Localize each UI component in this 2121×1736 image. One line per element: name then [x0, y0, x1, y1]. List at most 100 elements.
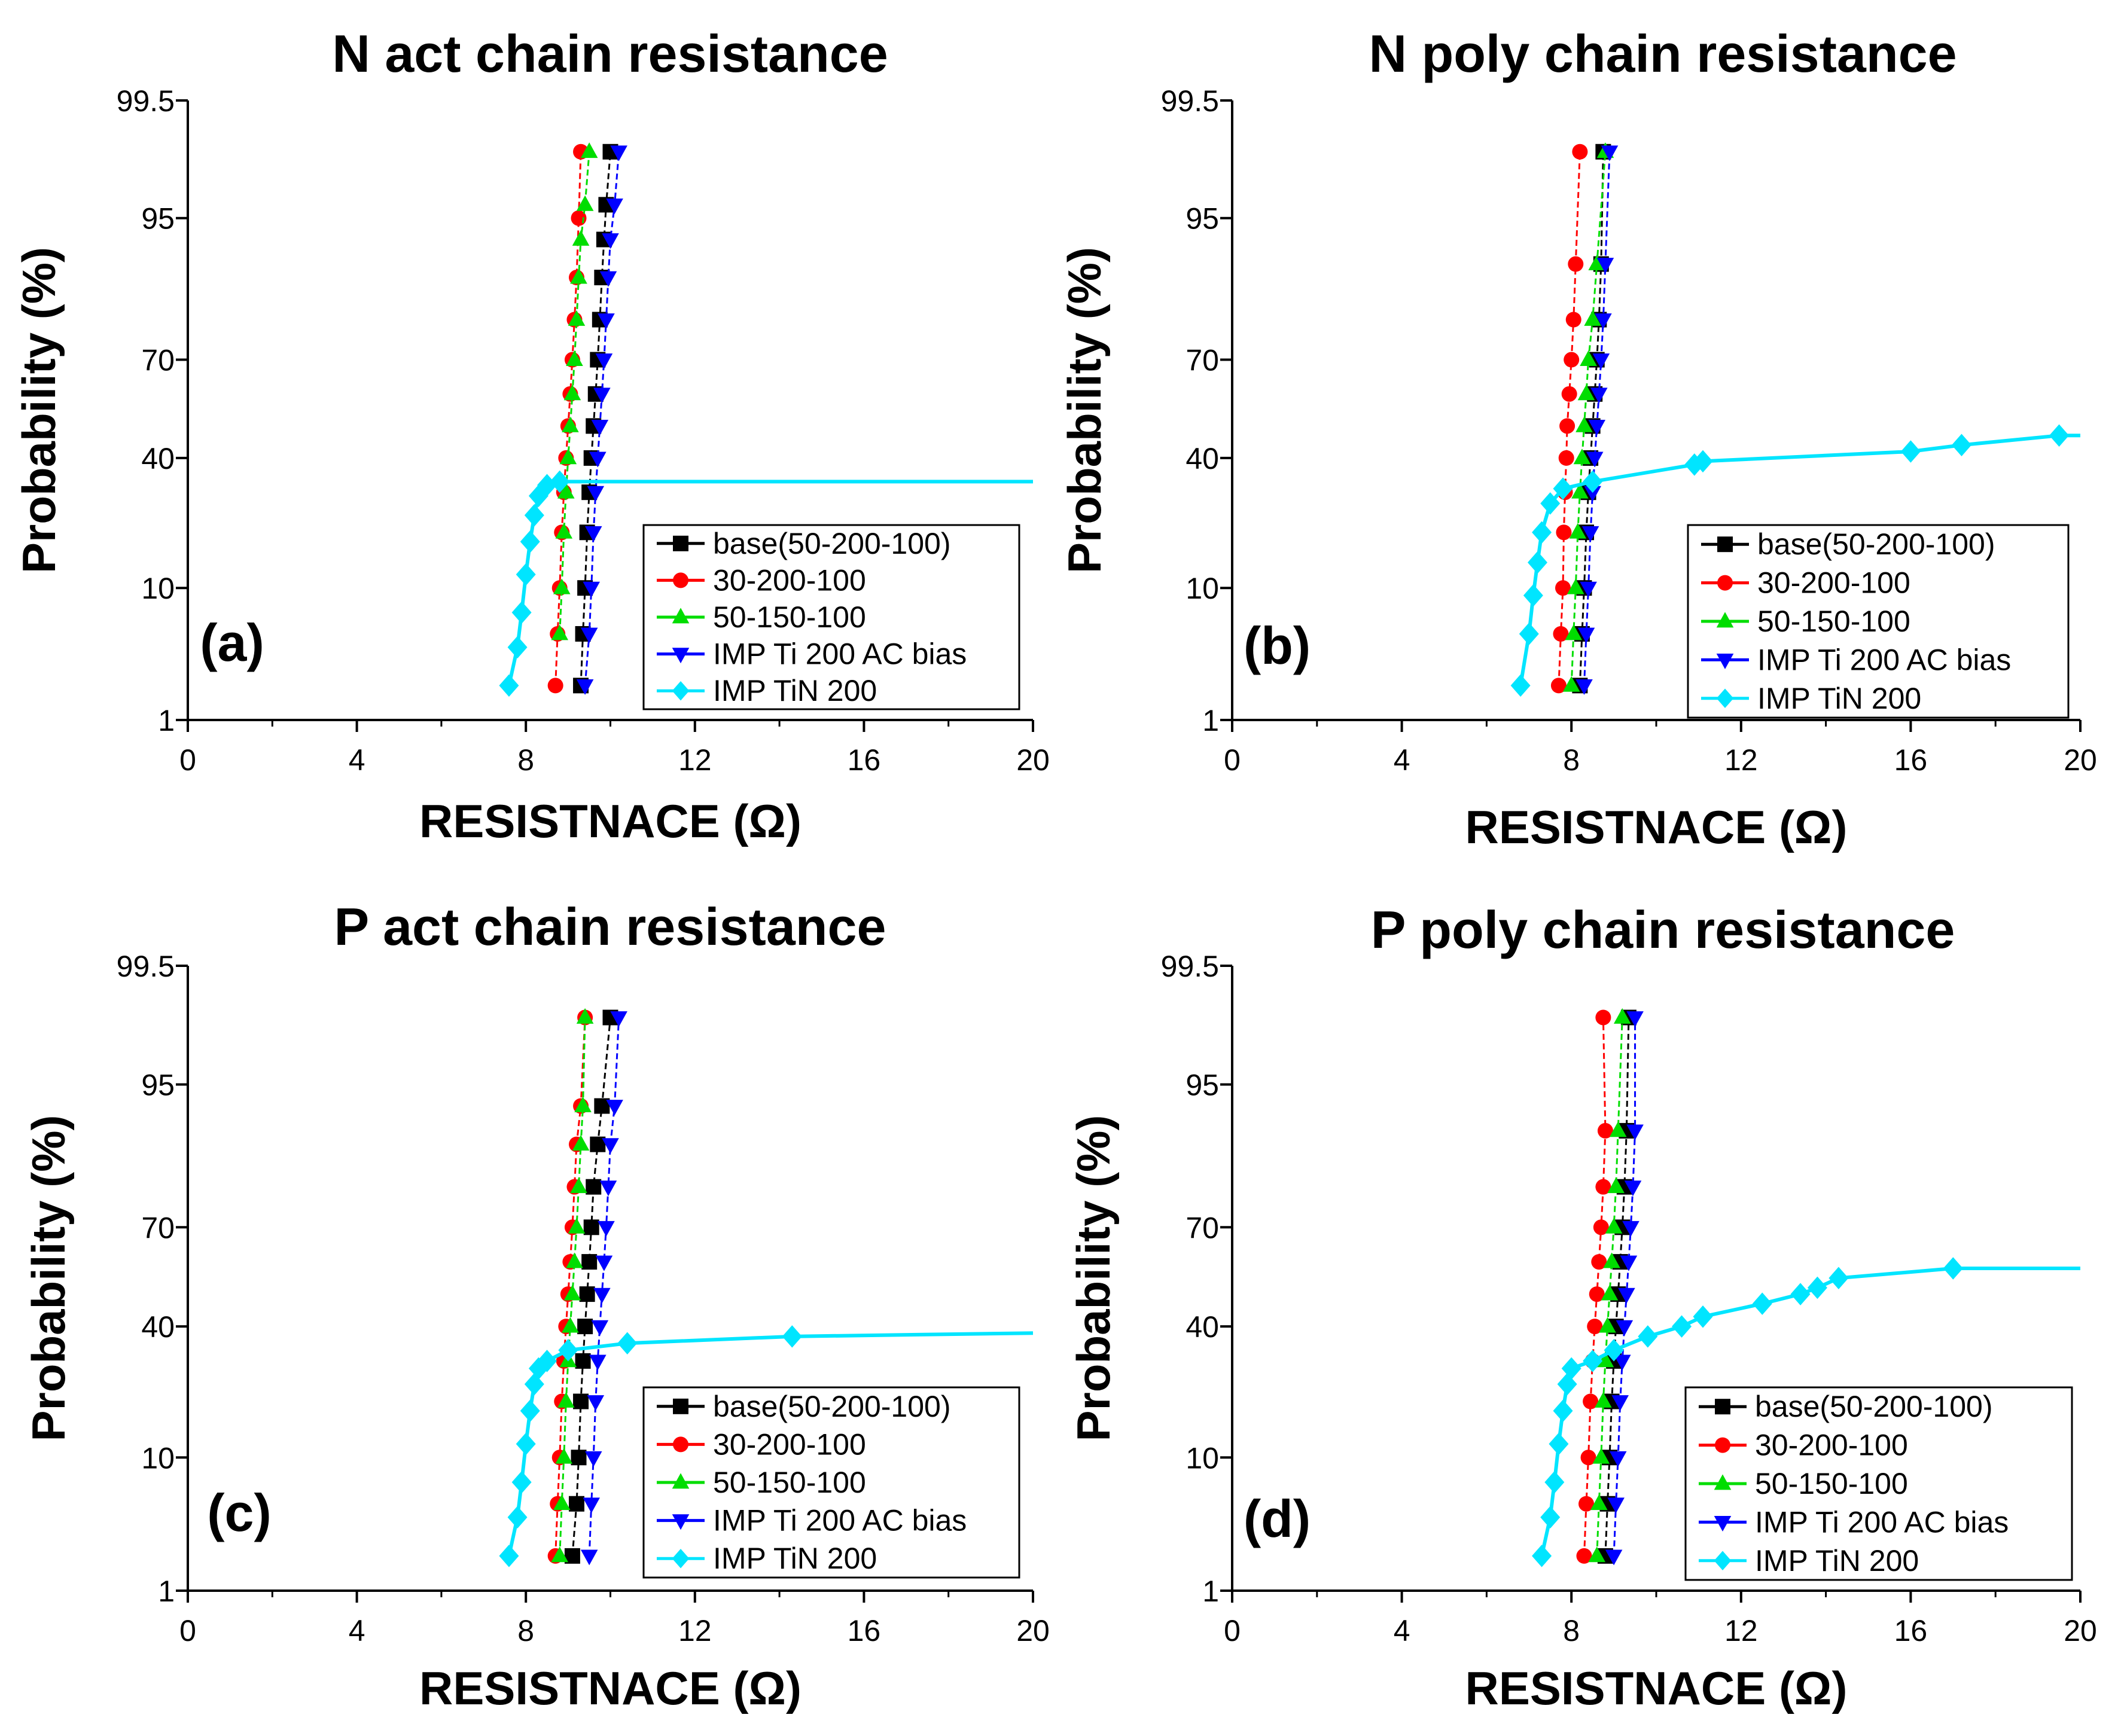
legend: base(50-200-100) 30-200-100 50-150-100 IMP … [1684, 1386, 2073, 1581]
data-point [2049, 424, 2070, 447]
data-point [587, 1395, 605, 1411]
legend-box [642, 524, 1020, 710]
y-tick-label: 95 [141, 1068, 175, 1102]
data-point [1672, 1315, 1692, 1338]
data-point [1588, 419, 1606, 435]
data-point [1586, 451, 1604, 468]
legend-marker [1715, 1437, 1730, 1453]
data-point [602, 1138, 619, 1154]
legend-entry: base(50-200-100) [713, 1390, 951, 1423]
data-point [1580, 581, 1597, 597]
data-point [1540, 1506, 1561, 1529]
data-point [511, 601, 532, 624]
legend-marker [1714, 1474, 1732, 1490]
data-point [1951, 434, 1971, 457]
data-point [598, 313, 615, 329]
data-point [1609, 1121, 1627, 1137]
x-tick-label: 8 [1563, 743, 1580, 777]
legend-marker [673, 1398, 688, 1414]
legend-marker [672, 1473, 690, 1489]
data-point [1603, 1252, 1620, 1268]
chart-panel-4: P poly chain resistance 0 4 8 12 16 20 1 10 40 70 9… [1067, 900, 2097, 1714]
data-point [1555, 580, 1571, 596]
legend-entry: base(50-200-100) [1757, 527, 1995, 561]
y-tick-label: 40 [141, 442, 175, 475]
data-point [1693, 1305, 1713, 1328]
data-point [499, 674, 519, 697]
y-tick-label: 70 [141, 1211, 175, 1244]
data-point [1565, 312, 1581, 328]
x-tick-label: 0 [179, 743, 196, 777]
series-line [1570, 151, 1607, 686]
data-point [591, 419, 609, 435]
data-point [1550, 678, 1567, 694]
data-point [1595, 1009, 1611, 1026]
y-tick-label: 70 [1186, 1211, 1219, 1244]
legend-entry: IMP TiN 200 [1757, 682, 1921, 715]
data-point [563, 385, 581, 401]
data-point [1590, 388, 1608, 404]
data-point [568, 1496, 584, 1512]
y-tick-label: 70 [1186, 344, 1219, 377]
data-point [1588, 254, 1606, 270]
x-tick-label: 0 [179, 1614, 196, 1647]
data-point [602, 233, 619, 249]
data-point [1589, 1286, 1605, 1302]
y-tick-label: 70 [141, 344, 175, 377]
data-point [589, 1354, 607, 1371]
data-point [550, 470, 570, 493]
x-tick-label: 8 [517, 1614, 534, 1647]
legend-marker [673, 572, 688, 588]
data-point [1591, 1254, 1607, 1270]
x-tick-label: 4 [349, 1614, 365, 1647]
data-point [553, 578, 571, 594]
data-point [557, 1392, 575, 1408]
data-point [1595, 1179, 1611, 1195]
data-point [1583, 1393, 1599, 1409]
data-point [1626, 1124, 1644, 1140]
data-point [1580, 1450, 1596, 1466]
data-point [1620, 1255, 1638, 1271]
data-point [1567, 578, 1584, 594]
series-imp-tin-200 [1532, 1257, 2080, 1567]
data-point [520, 1399, 540, 1422]
data-point [586, 1179, 602, 1195]
x-tick-label: 12 [1724, 743, 1758, 777]
data-point [595, 1255, 613, 1271]
x-tick-label: 4 [1394, 743, 1410, 777]
data-point [1558, 450, 1574, 466]
x-tick-label: 16 [1894, 1614, 1928, 1647]
y-axis-label: Probability (%) [1067, 1115, 1120, 1441]
legend-marker [1715, 1399, 1730, 1415]
legend-entry: IMP Ti 200 AC bias [713, 1504, 967, 1537]
data-point [1596, 1351, 1614, 1368]
y-tick-label: 1 [158, 704, 175, 737]
data-point [1553, 1399, 1573, 1422]
data-point [1900, 440, 1921, 463]
legend-entry: base(50-200-100) [1755, 1390, 1993, 1423]
data-point [1578, 1496, 1595, 1512]
data-point [1523, 584, 1543, 607]
legend-marker [672, 608, 690, 624]
data-point [598, 1221, 615, 1237]
y-tick-label: 10 [141, 1441, 175, 1475]
series-30-200-100 [547, 144, 589, 694]
series-50-150-100 [551, 1008, 594, 1563]
y-tick-label: 10 [1186, 1441, 1219, 1475]
x-tick-label: 12 [1724, 1614, 1758, 1647]
data-point [599, 1180, 617, 1197]
data-point [606, 198, 623, 214]
legend-marker [1717, 536, 1733, 553]
data-point [1752, 1292, 1772, 1315]
x-tick-label: 16 [1894, 743, 1928, 777]
data-point [520, 530, 540, 553]
data-point [551, 1546, 569, 1563]
y-tick-label: 10 [141, 572, 175, 605]
data-point [1613, 1354, 1631, 1371]
series-imp-tin-200 [1510, 424, 2080, 697]
data-point [516, 1432, 536, 1456]
x-tick-label: 0 [1224, 743, 1241, 777]
data-point [1790, 1283, 1811, 1305]
data-point [591, 1320, 609, 1336]
data-point [1605, 1549, 1623, 1566]
